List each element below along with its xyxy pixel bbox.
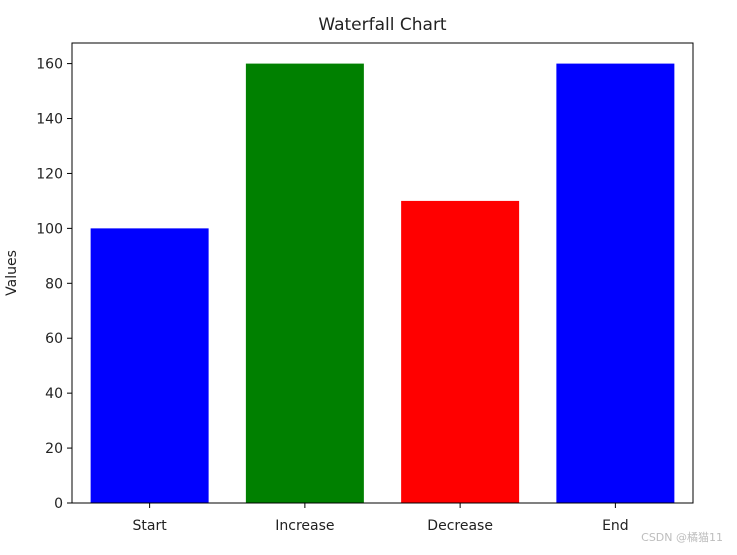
y-tick-label: 60: [45, 331, 63, 347]
y-tick-label: 80: [45, 276, 63, 292]
bar-decrease: [401, 200, 520, 503]
chart-title: Waterfall Chart: [318, 15, 447, 35]
y-tick-label: 0: [54, 496, 63, 512]
y-tick-label: 120: [36, 166, 63, 182]
bar-end: [556, 63, 675, 503]
y-tick-label: 160: [36, 57, 63, 73]
x-axis-ticks: Start Increase Decrease End: [133, 503, 629, 534]
y-tick-label: 100: [36, 221, 63, 237]
bar-increase: [245, 63, 364, 503]
bar-start: [90, 228, 209, 503]
x-tick-label: Decrease: [427, 518, 493, 534]
x-tick-label: Start: [133, 518, 168, 534]
x-tick-label: End: [602, 518, 629, 534]
watermark: CSDN @橘猫11: [641, 531, 723, 544]
y-axis-ticks: 0 20 40 60 80 100 120 140 160: [36, 57, 72, 512]
y-tick-label: 140: [36, 112, 63, 128]
y-tick-label: 20: [45, 441, 63, 457]
x-tick-label: Increase: [275, 518, 334, 534]
y-tick-label: 40: [45, 386, 63, 402]
plot-frame: [71, 42, 694, 504]
bars-layer: [90, 63, 675, 503]
y-axis-label: Values: [4, 250, 20, 296]
